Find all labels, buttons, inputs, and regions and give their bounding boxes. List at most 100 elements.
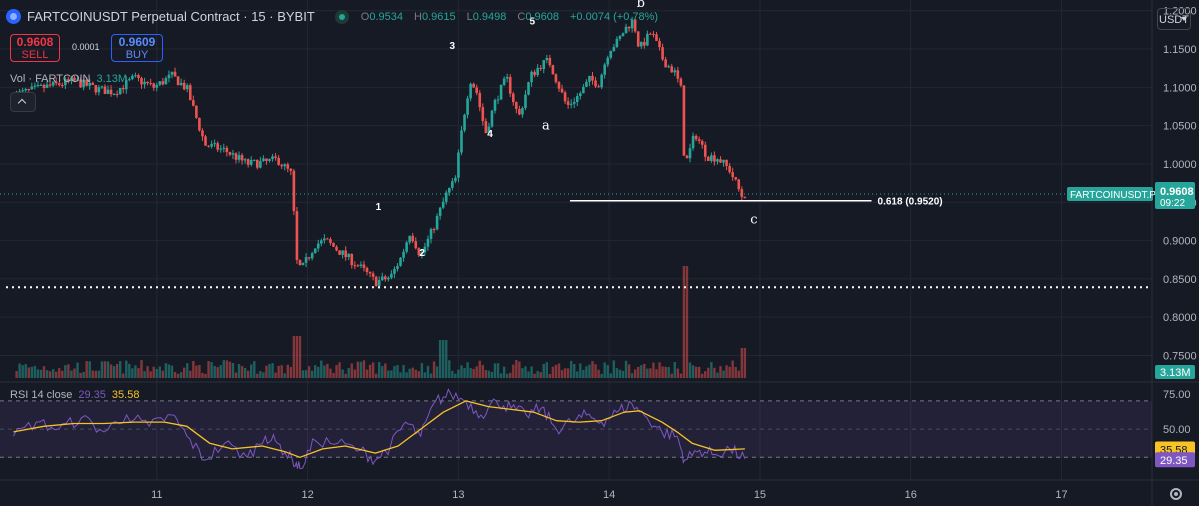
volume-bar: [314, 365, 317, 378]
candle: [335, 246, 338, 251]
volume-bar: [368, 364, 372, 378]
volume-bar: [103, 361, 107, 378]
ohlc-change: +0.0074 (+0.78%): [570, 10, 659, 23]
price-tick-label: 1.0000: [1163, 159, 1197, 171]
candle: [210, 144, 213, 147]
buy-price: 0.9609: [118, 35, 156, 49]
candle: [575, 96, 579, 102]
volume-bar: [545, 362, 549, 378]
volume-bar: [502, 366, 506, 378]
wave-label: 3: [450, 41, 456, 52]
volume-bar: [243, 367, 247, 378]
candle: [685, 155, 689, 159]
rsi-tag: [1155, 452, 1195, 468]
volume-bar: [597, 369, 600, 378]
candle: [313, 248, 317, 254]
candle: [670, 66, 674, 73]
volume-bar: [725, 365, 728, 378]
rsi-legend-ma: 35.58: [111, 389, 140, 401]
candle: [115, 94, 119, 96]
volume-legend-label: Vol · FARTCOIN: [10, 73, 91, 85]
volume-bar: [201, 372, 204, 378]
candle: [234, 153, 238, 160]
candle: [271, 156, 274, 160]
candle: [639, 41, 643, 47]
volume-bar: [603, 362, 606, 378]
candle: [164, 78, 168, 85]
volume-bar: [588, 364, 591, 378]
volume-bar: [143, 371, 146, 378]
volume-bar: [515, 360, 518, 378]
last-price-tag: [1155, 181, 1195, 209]
volume-bar: [353, 369, 357, 378]
candle: [722, 159, 725, 163]
volume-bar: [61, 370, 64, 378]
candle: [274, 156, 277, 158]
symbol-title[interactable]: FARTCOINUSDT Perpetual Contract · 15 · B…: [27, 9, 315, 24]
candle: [429, 229, 433, 239]
candle: [600, 74, 603, 88]
candle: [57, 83, 61, 86]
time-tick-label: 16: [905, 489, 917, 501]
volume-bar: [393, 366, 396, 378]
collapse-legend-button[interactable]: [10, 92, 36, 112]
candle: [30, 86, 34, 90]
volume-bar: [82, 371, 85, 378]
volume-legend[interactable]: Vol · FARTCOIN 3.13M: [10, 73, 127, 85]
rsi-legend[interactable]: RSI 14 close 29.35 35.58: [10, 389, 139, 401]
volume-bar: [381, 366, 384, 378]
candle: [447, 187, 451, 193]
volume-bar: [106, 361, 110, 378]
candle: [45, 84, 49, 88]
candle: [259, 161, 262, 168]
volume-bar: [463, 367, 466, 378]
candle: [228, 152, 232, 155]
candle: [237, 155, 241, 160]
candle: [597, 86, 600, 88]
volume-bar: [45, 370, 49, 378]
volume-bar: [189, 370, 192, 378]
volume-bar: [161, 370, 165, 378]
volume-bar: [524, 366, 527, 378]
volume-bar: [186, 363, 189, 378]
candle: [60, 85, 64, 87]
candle: [176, 76, 180, 86]
volume-bar: [118, 361, 122, 378]
candle: [725, 159, 728, 166]
volume-bar: [399, 372, 402, 378]
volume-bar: [70, 370, 73, 378]
currency-dropdown[interactable]: USDT: [1157, 8, 1191, 30]
volume-bar: [292, 336, 296, 378]
candle: [466, 98, 469, 115]
candle: [362, 264, 366, 268]
candle: [143, 81, 146, 85]
volume-bar: [344, 373, 347, 378]
volume-bar: [387, 370, 390, 378]
candle: [374, 276, 378, 286]
candle: [527, 82, 530, 95]
candle: [48, 84, 52, 86]
candle: [582, 86, 585, 94]
volume-bar: [204, 373, 207, 378]
volume-bar: [743, 348, 747, 378]
buy-button[interactable]: 0.9609 BUY: [111, 34, 163, 62]
volume-bar: [448, 360, 451, 378]
candle: [710, 155, 713, 161]
volume-bar: [557, 363, 561, 378]
candle: [441, 201, 445, 208]
candle: [124, 80, 128, 90]
price-tick-label: 0.8000: [1163, 312, 1197, 324]
volume-bar: [21, 365, 24, 378]
candle: [246, 159, 250, 165]
gear-icon[interactable]: [1170, 488, 1182, 500]
volume-bar: [649, 368, 652, 378]
candle: [649, 33, 652, 35]
rsi-legend-value: 29.35: [78, 389, 106, 401]
sell-button[interactable]: 0.9608 SELL: [10, 34, 60, 62]
candle: [152, 83, 156, 88]
candle: [118, 87, 122, 95]
volume-bar: [237, 364, 241, 378]
volume-bar: [569, 360, 573, 378]
volume-bar: [499, 373, 503, 378]
